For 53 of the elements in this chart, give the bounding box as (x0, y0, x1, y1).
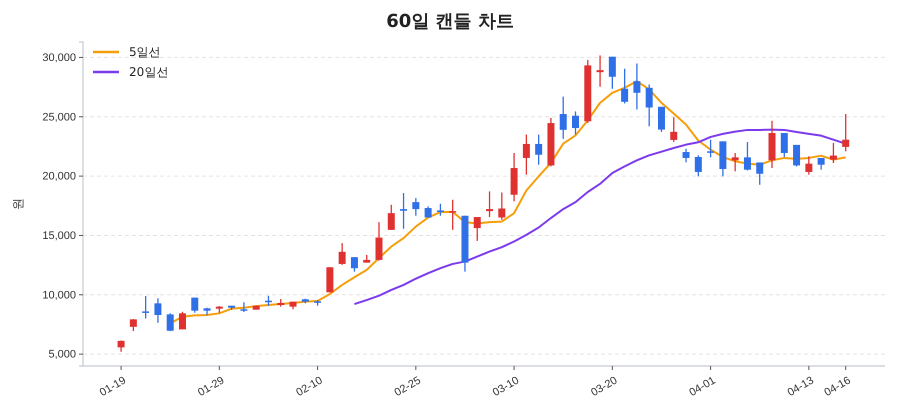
candlestick (388, 204, 395, 231)
candlestick (621, 68, 628, 104)
candlestick (178, 311, 186, 330)
candlestick (560, 96, 567, 140)
candlestick (682, 148, 690, 163)
candlestick (572, 110, 579, 136)
y-tick-label: 30,000 (42, 52, 76, 64)
candlestick (142, 295, 150, 320)
candlestick (191, 296, 198, 314)
candlestick (535, 134, 542, 166)
legend-label: 5일선 (129, 45, 161, 59)
candlestick (732, 152, 739, 172)
candlestick (400, 192, 408, 230)
chart-title: 60일 캔들 차트 (386, 11, 514, 32)
candlestick (498, 192, 506, 220)
candlestick (240, 302, 248, 313)
y-tick-label: 20,000 (42, 170, 76, 183)
candlestick (264, 295, 272, 306)
candlestick (596, 54, 604, 88)
candlestick (744, 141, 751, 172)
candlestick (646, 84, 653, 127)
candlestick (830, 142, 837, 164)
candlestick (154, 298, 162, 324)
candlestick (474, 216, 481, 242)
candlestick (338, 242, 346, 266)
y-axis-title: 원 (11, 198, 25, 210)
y-tick-label: 10,000 (42, 289, 76, 302)
candlestick (436, 203, 444, 216)
candlestick (522, 134, 530, 176)
x-tick-label: 04-01 (687, 374, 718, 399)
y-tick-label: 25,000 (42, 111, 76, 124)
candlestick (350, 256, 358, 272)
candlestick (658, 106, 665, 133)
candlestick (793, 144, 800, 168)
candlestick (707, 139, 714, 158)
candlestick (670, 116, 678, 143)
candlestick (694, 154, 702, 177)
candlestick (375, 222, 382, 262)
candlestick (166, 312, 174, 332)
legend-label: 20일선 (129, 65, 168, 79)
candlestick (805, 156, 812, 176)
candlestick (842, 113, 850, 152)
candlestick (780, 132, 788, 158)
candlestick (608, 56, 616, 90)
candlestick (633, 62, 640, 110)
candlestick (130, 318, 137, 332)
candlestick (118, 340, 125, 352)
candlestick (486, 190, 494, 218)
y-tick-label: 15,000 (42, 230, 76, 242)
candlestick (412, 197, 420, 216)
candlestick (449, 199, 456, 231)
candlestick (756, 162, 764, 186)
y-tick-label: 5,000 (48, 348, 76, 361)
